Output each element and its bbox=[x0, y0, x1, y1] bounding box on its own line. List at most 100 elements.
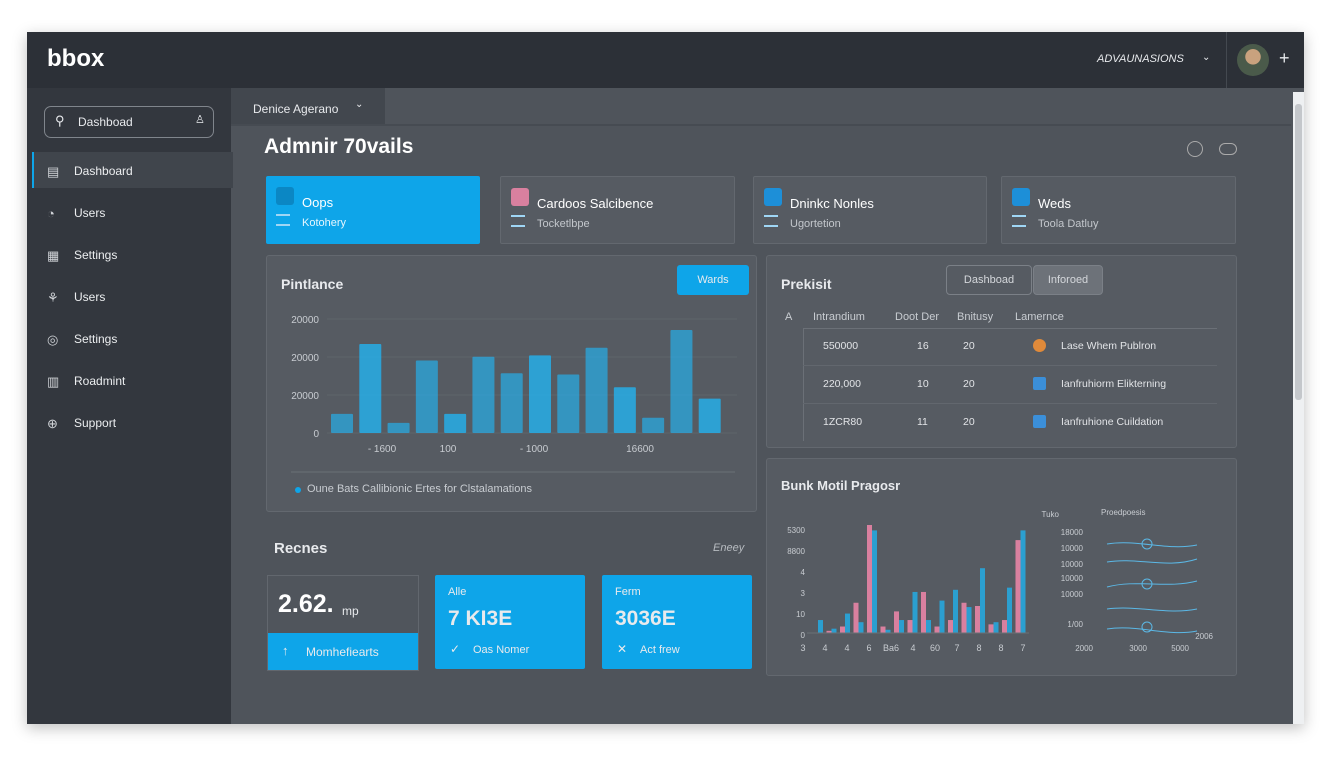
nav-item[interactable]: Settings bbox=[74, 248, 118, 262]
view-icon[interactable] bbox=[1219, 143, 1237, 155]
table-cell: 16 bbox=[917, 340, 929, 352]
y-tick-label: 4 bbox=[801, 568, 806, 577]
bar bbox=[939, 600, 945, 633]
summary-card[interactable]: Cardoos Salcibence Tocketlbpe bbox=[500, 176, 735, 244]
x-tick-label: Ba6 bbox=[883, 643, 899, 653]
stat-card[interactable]: Alle 7 KI3E ✓ Oas Nomer bbox=[435, 575, 585, 669]
node bbox=[1141, 621, 1153, 633]
row-rule bbox=[803, 365, 1217, 366]
node bbox=[1141, 538, 1153, 550]
panel-title: Bunk Motil Pragosr bbox=[781, 478, 901, 493]
nav-item[interactable]: Support bbox=[74, 416, 117, 430]
nav-icon: ▤ bbox=[47, 164, 60, 179]
chevron[interactable]: ⌄ bbox=[1202, 52, 1211, 63]
tab-button[interactable]: Dashboad bbox=[946, 265, 1032, 295]
bar bbox=[926, 620, 931, 633]
bar bbox=[988, 624, 994, 633]
stat-value: 2.62. bbox=[278, 590, 334, 618]
y-tick-label: 0 bbox=[801, 631, 806, 640]
y-tick-label: 20000 bbox=[291, 315, 319, 326]
user-icon: ♙ bbox=[195, 114, 205, 126]
bar bbox=[444, 413, 467, 433]
nav-item[interactable]: Users bbox=[74, 290, 106, 304]
account-menu[interactable]: ADVAUNASIONS bbox=[1097, 53, 1184, 65]
bunk-chart: 5300 8800 4 3 10 0 3 4 4 6 Ba6 4 60 7 8 8 7 Tuko Proedpoes… bbox=[787, 508, 1213, 653]
table-cell: Lase Whem Publron bbox=[1061, 340, 1157, 352]
side-label: 10000 bbox=[1061, 544, 1084, 553]
column-header: Intrandium bbox=[813, 311, 865, 323]
tab-chevron: ⌄ bbox=[355, 99, 364, 110]
bar bbox=[899, 620, 904, 633]
wards-button[interactable]: Wards bbox=[677, 265, 749, 295]
y-tick-label: 8800 bbox=[787, 547, 805, 556]
logo[interactable]: bbox bbox=[47, 45, 105, 72]
card-subtitle: Kotohery bbox=[302, 217, 347, 229]
nav-item[interactable]: Roadmint bbox=[74, 374, 126, 388]
help-icon[interactable] bbox=[1187, 141, 1203, 157]
x-tick-label: 60 bbox=[930, 643, 940, 653]
x-tick-label: 8 bbox=[976, 643, 981, 653]
row-icon bbox=[1033, 377, 1046, 390]
bar bbox=[894, 611, 899, 633]
bar bbox=[858, 622, 864, 633]
bar bbox=[885, 629, 891, 633]
tab-button[interactable]: Inforoed bbox=[1033, 265, 1103, 295]
bar bbox=[585, 347, 608, 433]
table-cell: 10 bbox=[917, 378, 929, 390]
legend-dot bbox=[295, 487, 301, 493]
column-rule bbox=[803, 329, 804, 441]
stat-card[interactable]: Ferm 3036E ✕ Act frew bbox=[602, 575, 752, 669]
prekisit-panel: Prekisit Dashboad Inforoed A Intrandium Do… bbox=[766, 255, 1237, 448]
bar bbox=[934, 626, 940, 633]
footer-text: Momhefiearts bbox=[306, 645, 379, 659]
arrow-icon: ↑ bbox=[282, 643, 289, 658]
card-subtitle: Tocketlbpe bbox=[537, 218, 590, 230]
column-header: A bbox=[785, 311, 793, 323]
card-icon-lines bbox=[1012, 215, 1026, 227]
bar bbox=[921, 591, 926, 633]
x-tick-label: 4 bbox=[844, 643, 849, 653]
table-cell: 20 bbox=[963, 378, 975, 390]
x-tick-label: - 1600 bbox=[368, 444, 397, 455]
bar bbox=[557, 374, 580, 433]
search-box[interactable]: ⚲ Dashboad ♙ bbox=[44, 106, 214, 138]
bar bbox=[975, 606, 980, 633]
scrollbar[interactable] bbox=[1293, 92, 1304, 724]
table-cell: 1ZCR80 bbox=[823, 416, 863, 428]
scroll-thumb[interactable] bbox=[1295, 104, 1302, 400]
x-tick-label: 100 bbox=[440, 444, 457, 455]
nav-item[interactable]: Settings bbox=[74, 332, 118, 346]
nav-item[interactable]: Dashboard bbox=[74, 164, 133, 178]
side-label: Proedpoesis bbox=[1101, 508, 1145, 517]
search-icon: ⚲ bbox=[55, 113, 65, 128]
card-icon bbox=[276, 187, 294, 205]
divider bbox=[1226, 32, 1227, 88]
performance-chart: 20000 20000 20000 0 - 1600 100 - 1000 16600 bbox=[291, 315, 737, 473]
stat-label: Alle bbox=[448, 586, 467, 598]
summary-card[interactable]: Weds Toola Datluy bbox=[1001, 176, 1236, 244]
summary-card[interactable]: Oops Kotohery bbox=[266, 176, 480, 244]
nav-item[interactable]: Users bbox=[74, 206, 106, 220]
y-tick-label: 20000 bbox=[291, 391, 319, 402]
sidebar: ⚲ Dashboad ♙ ▤ Dashboard ◔ Users ▦ Settings ⚘ U… bbox=[27, 88, 233, 724]
side-label: Tuko bbox=[1042, 510, 1060, 519]
nav-icon: ◔ bbox=[47, 206, 55, 221]
card-icon-lines bbox=[511, 215, 525, 227]
tab[interactable]: Denice Agerano ⌄ bbox=[231, 88, 385, 124]
bar bbox=[642, 417, 665, 433]
section-link[interactable]: Eneey bbox=[713, 542, 745, 554]
card-icon bbox=[764, 188, 782, 206]
card-icon-lines bbox=[764, 215, 778, 227]
bar bbox=[1020, 530, 1026, 633]
header-rule bbox=[803, 328, 1217, 329]
stat-label: Ferm bbox=[615, 586, 641, 598]
card-subtitle: Ugortetion bbox=[790, 218, 841, 230]
summary-card[interactable]: Dninkc Nonles Ugortetion bbox=[753, 176, 987, 244]
tab-rule bbox=[231, 124, 1291, 126]
window: bbox ADVAUNASIONS ⌄ + ⚲ Dashboad ♙ ▤ Dash… bbox=[27, 32, 1304, 724]
bar bbox=[907, 620, 913, 633]
add-button[interactable]: + bbox=[1279, 48, 1290, 68]
avatar[interactable] bbox=[1237, 44, 1269, 76]
bar bbox=[993, 622, 999, 633]
y-tick-label: 0 bbox=[313, 429, 319, 440]
